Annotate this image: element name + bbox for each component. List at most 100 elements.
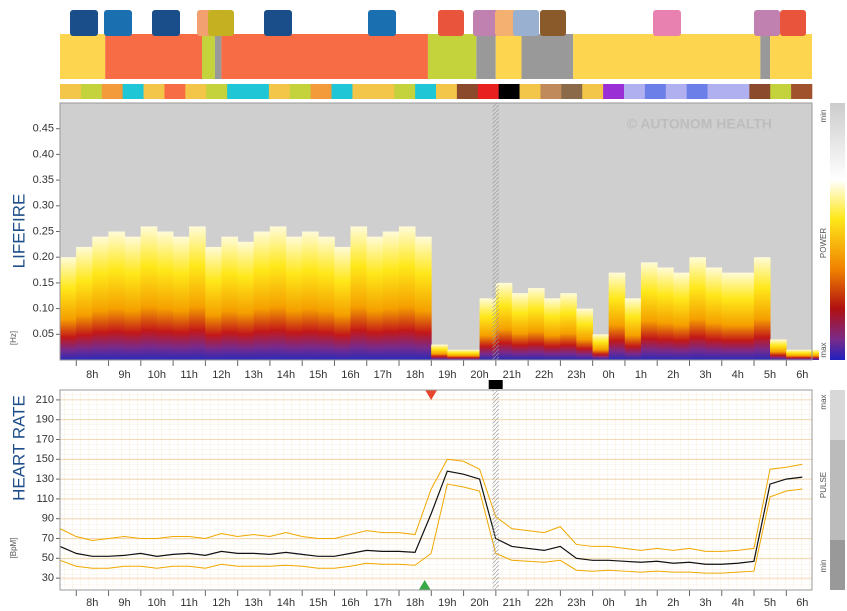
x-tick-label: 8h [86, 369, 98, 381]
pulse-bar [830, 440, 845, 540]
colorbar [830, 103, 845, 360]
activity-strip [310, 84, 332, 99]
activity-strip [749, 84, 771, 99]
power-column [124, 236, 142, 360]
icon [208, 10, 234, 36]
y-tick-label: 0.15 [33, 277, 54, 289]
power-column [560, 293, 577, 360]
y-tick-label: 30 [42, 572, 54, 584]
power-column [237, 241, 255, 360]
marker [425, 390, 438, 400]
activity-segment [60, 34, 106, 79]
x-tick-label: 21h [503, 597, 521, 609]
x-tick-label: 22h [535, 369, 553, 381]
y-tick-label: 70 [42, 532, 54, 544]
power-column [92, 236, 109, 360]
marker [418, 580, 431, 590]
y-unit: [Hz] [9, 331, 18, 345]
power-column [753, 257, 771, 360]
activity-segment [573, 34, 761, 79]
y-tick-label: 150 [36, 453, 54, 465]
activity-strip [456, 84, 479, 99]
power-column [334, 246, 351, 360]
activity-strip [143, 84, 165, 99]
x-tick-label: 1h [635, 597, 647, 609]
x-tick-label: 21h [503, 369, 521, 381]
x-tick-label: 3h [699, 369, 711, 381]
activity-strip [498, 84, 520, 99]
x-tick-label: 17h [374, 369, 392, 381]
icon [780, 10, 806, 36]
icon [104, 10, 132, 36]
activity-strip [164, 84, 186, 99]
y-tick-label: 90 [42, 513, 54, 525]
y-tick-label: 110 [36, 493, 54, 505]
activity-strip [770, 84, 792, 99]
y-tick-label: 0.45 [33, 123, 54, 135]
activity-strip [603, 84, 625, 99]
icon [754, 10, 780, 36]
activity-strip [707, 84, 729, 99]
y-tick-label: 0.30 [33, 200, 54, 212]
power-column [608, 272, 626, 360]
power-column [382, 231, 400, 360]
activity-strip [60, 84, 82, 99]
activity-strip [561, 84, 583, 99]
power-column [479, 298, 497, 360]
x-tick-label: 15h [309, 597, 327, 609]
y-tick-label: 0.40 [33, 148, 54, 160]
activity-segment [770, 34, 812, 79]
power-column [366, 236, 384, 360]
colorbar-label: PULSE [819, 472, 828, 498]
activity-strip [80, 84, 103, 99]
x-tick-label: 16h [341, 369, 359, 381]
x-tick-label: 20h [470, 597, 488, 609]
marker [488, 380, 503, 389]
power-column [189, 226, 206, 360]
heart-rate-line [59, 458, 803, 552]
x-tick-label: 5h [764, 369, 776, 381]
activity-strip [415, 84, 437, 99]
activity-strip [206, 84, 228, 99]
activity-strip [540, 84, 562, 99]
x-tick-label: 18h [406, 597, 424, 609]
power-column [802, 349, 819, 360]
x-tick-label: 11h [180, 597, 198, 609]
colorbar-min: min [819, 110, 828, 123]
power-column [657, 267, 674, 360]
activity-strip [227, 84, 249, 99]
y-tick-label: 0.05 [33, 328, 54, 340]
x-tick-label: 23h [567, 597, 585, 609]
activity-strip [185, 84, 207, 99]
icon [70, 10, 98, 36]
x-tick-label: 12h [212, 369, 230, 381]
heart-rate-line [59, 470, 803, 565]
power-column [576, 308, 594, 360]
activity-segment [202, 34, 215, 79]
power-column [269, 226, 287, 360]
pulse-bar [830, 390, 845, 440]
activity-segment [495, 34, 522, 79]
activity-strip [394, 84, 416, 99]
power-column [721, 272, 739, 360]
activity-segment [476, 34, 496, 79]
y-unit: [BpM] [9, 538, 18, 559]
activity-strip [436, 84, 458, 99]
x-tick-label: 3h [699, 597, 711, 609]
x-tick-label: 17h [374, 597, 392, 609]
x-tick-label: 6h [796, 597, 808, 609]
excluded-band [492, 103, 499, 360]
colorbar-max: max [819, 342, 828, 357]
activity-strip [686, 84, 708, 99]
y-tick-label: 50 [42, 552, 54, 564]
y-tick-label: 0.35 [33, 174, 54, 186]
power-column [285, 236, 303, 360]
power-column [640, 262, 658, 360]
icon [495, 10, 517, 36]
x-tick-label: 0h [603, 369, 615, 381]
colorbar-min: min [819, 560, 828, 573]
icon [152, 10, 180, 36]
x-tick-label: 2h [667, 597, 679, 609]
x-tick-label: 11h [180, 369, 198, 381]
power-column [76, 246, 93, 360]
